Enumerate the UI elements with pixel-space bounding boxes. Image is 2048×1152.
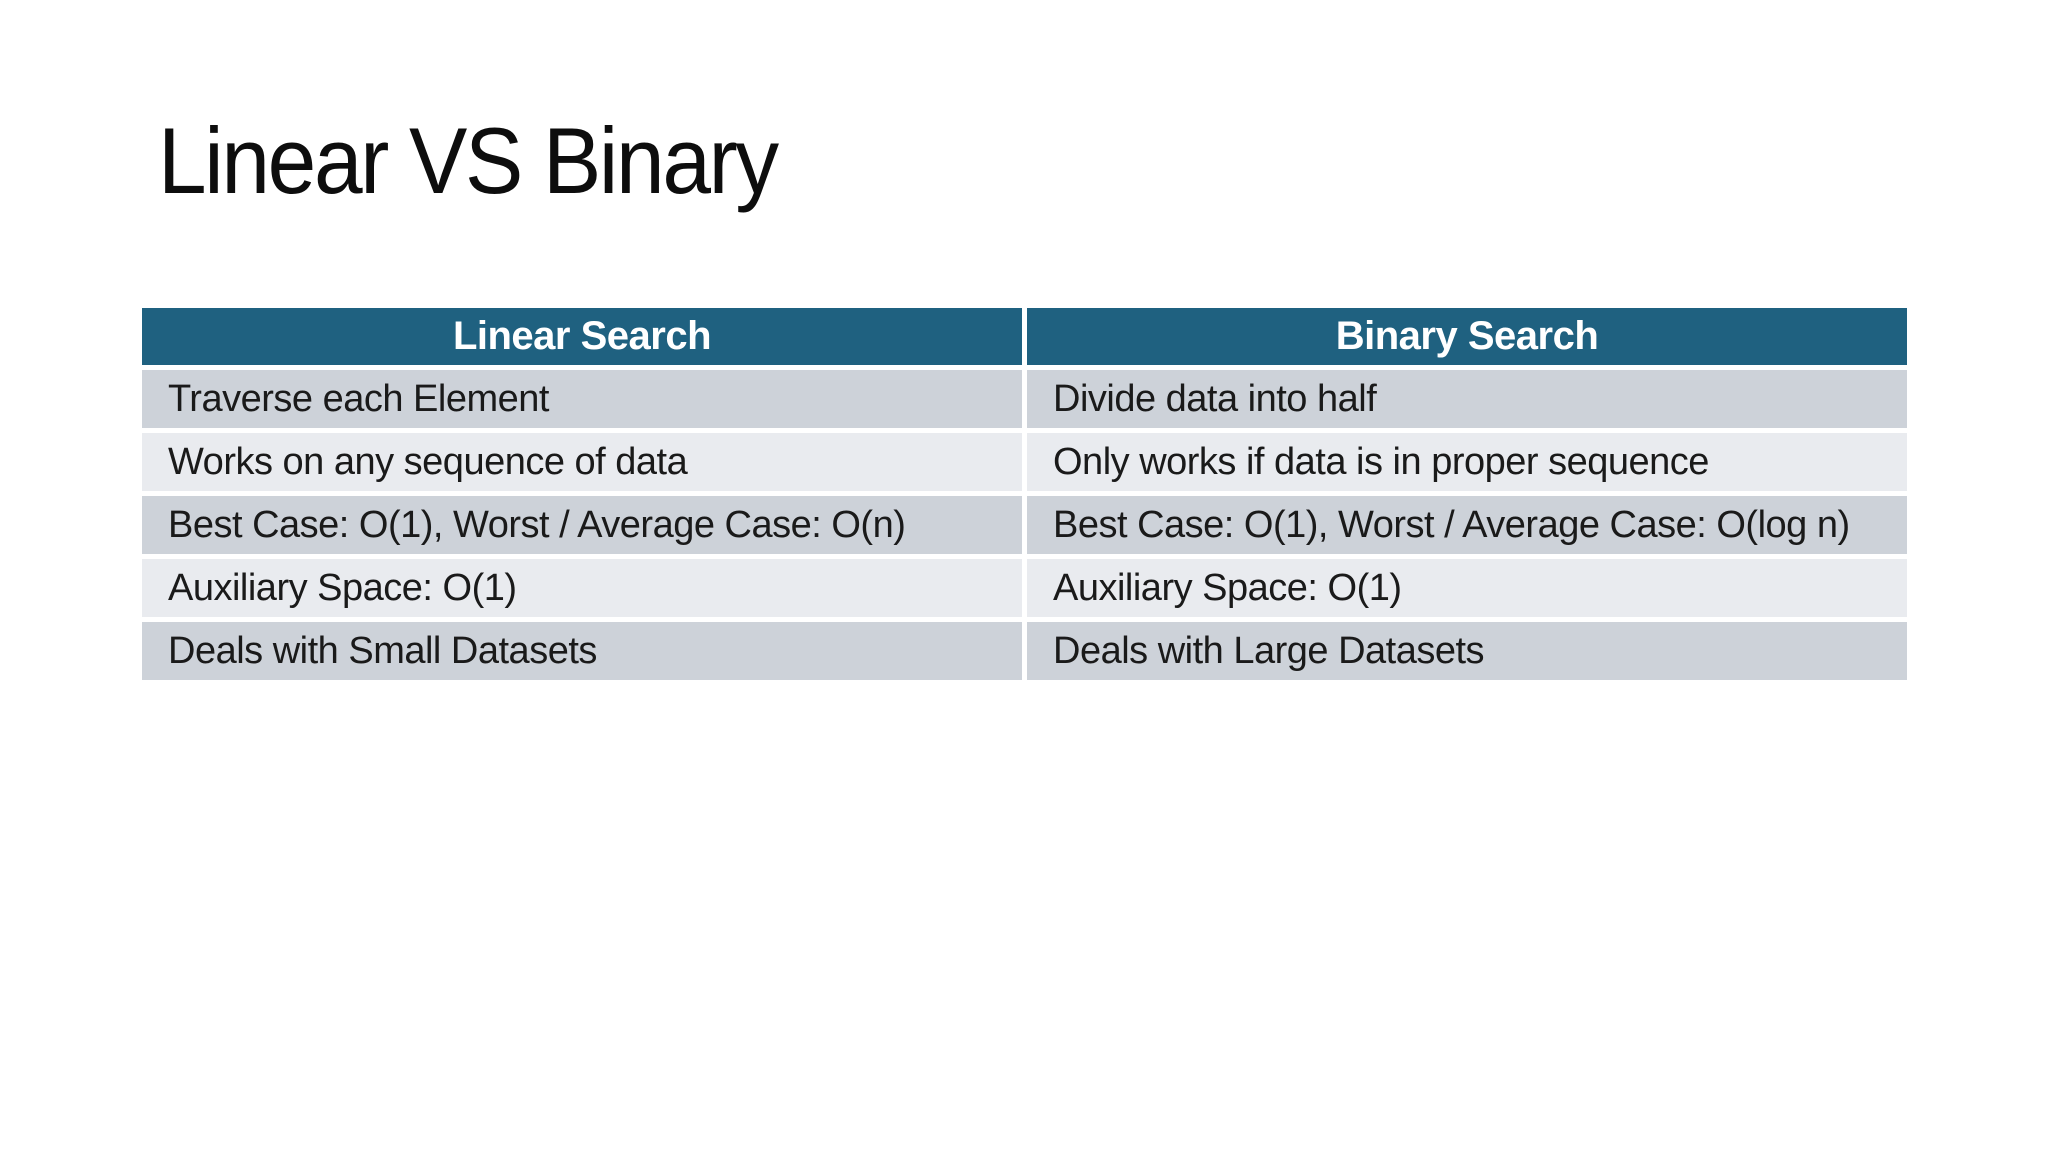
- column-header-binary-search: Binary Search: [1027, 308, 1907, 365]
- table-cell-linear-complexity: Best Case: O(1), Worst / Average Case: O…: [142, 496, 1022, 554]
- table-cell-binary-datasets: Deals with Large Datasets: [1027, 622, 1907, 680]
- table-cell-linear-space: Auxiliary Space: O(1): [142, 559, 1022, 617]
- table-cell-binary-sequence: Only works if data is in proper sequence: [1027, 433, 1907, 491]
- table-cell-linear-datasets: Deals with Small Datasets: [142, 622, 1022, 680]
- slide-title: Linear VS Binary: [158, 108, 779, 213]
- column-header-linear-search: Linear Search: [142, 308, 1022, 365]
- table-cell-linear-traverse: Traverse each Element: [142, 370, 1022, 428]
- table-cell-binary-space: Auxiliary Space: O(1): [1027, 559, 1907, 617]
- table-cell-binary-complexity: Best Case: O(1), Worst / Average Case: O…: [1027, 496, 1907, 554]
- comparison-table: Linear Search Binary Search Traverse eac…: [142, 308, 1907, 680]
- table-cell-binary-divide: Divide data into half: [1027, 370, 1907, 428]
- table-cell-linear-sequence: Works on any sequence of data: [142, 433, 1022, 491]
